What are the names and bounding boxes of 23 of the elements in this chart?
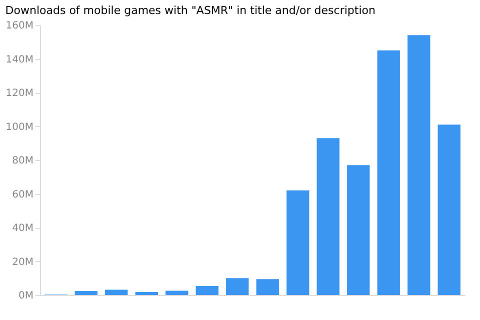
bar [226, 278, 249, 295]
y-tick-label: 120M [6, 88, 34, 99]
y-tick-label: 20M [12, 256, 34, 268]
bar [347, 165, 370, 295]
y-tick-label: 40M [12, 223, 34, 234]
bar [135, 292, 158, 295]
y-tick-label: 80M [12, 156, 34, 166]
bar [166, 290, 188, 295]
y-tick-label: 140M [6, 54, 34, 66]
bar [105, 290, 128, 295]
bar [377, 50, 400, 295]
y-tick-label: 60M [12, 189, 34, 200]
bar [256, 279, 279, 295]
bar [438, 124, 460, 295]
bar [196, 286, 218, 295]
y-tick-label: 160M [6, 20, 34, 32]
y-tick-label: 0M [18, 290, 34, 302]
chart-title: Downloads of mobile games with "ASMR" in title and/or description [5, 4, 376, 17]
bar [316, 138, 340, 295]
bar [286, 190, 310, 295]
y-tick-label: 100M [6, 122, 34, 133]
bar [408, 35, 430, 295]
bar [74, 290, 98, 295]
